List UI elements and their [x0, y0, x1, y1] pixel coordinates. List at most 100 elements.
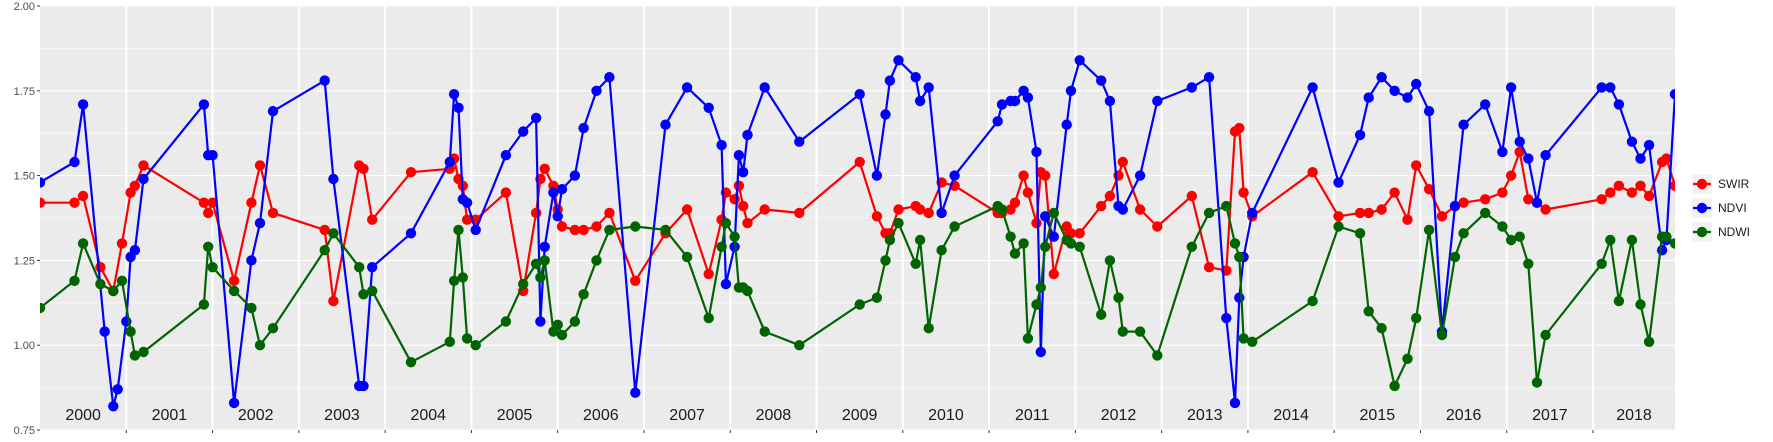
data-point [681, 251, 693, 263]
data-point [1048, 268, 1060, 280]
data-point [1113, 292, 1124, 303]
data-point [1354, 129, 1366, 141]
data-point [578, 224, 589, 236]
data-point [470, 340, 481, 351]
data-point [539, 163, 550, 174]
data-point [254, 160, 266, 171]
data-point [1704, 242, 1714, 252]
data-point [1540, 150, 1551, 161]
data-point [1596, 194, 1607, 205]
data-point [923, 207, 934, 219]
data-point [1691, 276, 1701, 286]
data-point [591, 255, 602, 266]
year-label: 2016 [1446, 407, 1482, 424]
data-point [1005, 231, 1016, 242]
data-point [129, 180, 141, 191]
data-point [116, 238, 128, 249]
data-point [95, 262, 106, 273]
data-point [1307, 295, 1318, 307]
data-point [949, 221, 960, 232]
data-point [794, 136, 805, 147]
data-point [1040, 211, 1051, 222]
data-point [1022, 187, 1034, 198]
data-point [703, 268, 714, 280]
data-point [738, 167, 749, 178]
data-point [703, 102, 714, 114]
data-point [207, 197, 218, 208]
data-point [453, 224, 464, 236]
data-point [1018, 238, 1029, 249]
data-point [69, 275, 80, 286]
data-point [228, 285, 240, 297]
data-point [1354, 228, 1366, 239]
data-point [854, 156, 865, 168]
data-point [1436, 329, 1448, 341]
data-point [254, 217, 266, 229]
data-point [500, 316, 512, 327]
data-point [1626, 136, 1638, 147]
data-point [1022, 92, 1034, 103]
data-point [319, 224, 330, 236]
data-point [1333, 211, 1344, 222]
data-point [1354, 207, 1366, 219]
data-point [1134, 204, 1146, 215]
data-point [552, 319, 563, 330]
data-point [716, 139, 727, 151]
data-point [871, 292, 883, 303]
data-point [1669, 238, 1675, 249]
legend-key-marker [1696, 226, 1708, 238]
year-label: 2009 [842, 407, 878, 424]
data-point [936, 245, 947, 256]
data-point [1035, 282, 1047, 293]
data-point [1661, 153, 1672, 164]
data-point [1363, 306, 1374, 317]
data-point [1523, 258, 1534, 269]
data-point [914, 95, 926, 107]
data-point [910, 72, 921, 83]
data-point [1704, 103, 1714, 113]
data-point [1411, 78, 1422, 90]
data-point [1605, 82, 1616, 93]
data-point [358, 380, 369, 392]
data-point [77, 238, 89, 249]
data-point [1238, 187, 1249, 198]
data-point [1661, 231, 1672, 242]
data-point [198, 299, 210, 310]
data-point [1221, 200, 1232, 212]
data-point [203, 207, 214, 219]
data-point [1458, 197, 1469, 208]
y-axis: 0.75 1.00 1.25 1.50 1.75 2.00 [14, 1, 40, 437]
series-ndvi [40, 55, 1714, 412]
data-point [448, 275, 460, 286]
data-point [1497, 221, 1508, 232]
data-point [1096, 75, 1107, 86]
data-point [1643, 190, 1655, 202]
data-point [77, 190, 89, 202]
data-point [1134, 170, 1146, 181]
data-point [138, 173, 149, 185]
data-point [556, 221, 568, 232]
data-point [1376, 72, 1387, 83]
data-point [1402, 92, 1413, 103]
data-point [1613, 99, 1625, 110]
data-point [1656, 245, 1668, 256]
year-label: 2005 [497, 407, 533, 424]
data-point [1523, 194, 1534, 205]
data-point [267, 323, 279, 334]
data-point [457, 272, 468, 283]
data-point [1389, 85, 1400, 97]
data-point [1152, 95, 1163, 107]
year-label: 2011 [1015, 407, 1050, 424]
year-label: 2017 [1532, 407, 1568, 424]
data-point [1635, 180, 1646, 191]
data-point [1669, 89, 1675, 100]
data-point [949, 170, 960, 181]
data-point [535, 272, 546, 283]
y-tick-label: 1.00 [14, 340, 35, 352]
data-point [1480, 99, 1491, 110]
data-point [1229, 397, 1241, 409]
data-point [99, 326, 110, 337]
data-point [1449, 200, 1461, 212]
data-point [910, 258, 921, 269]
